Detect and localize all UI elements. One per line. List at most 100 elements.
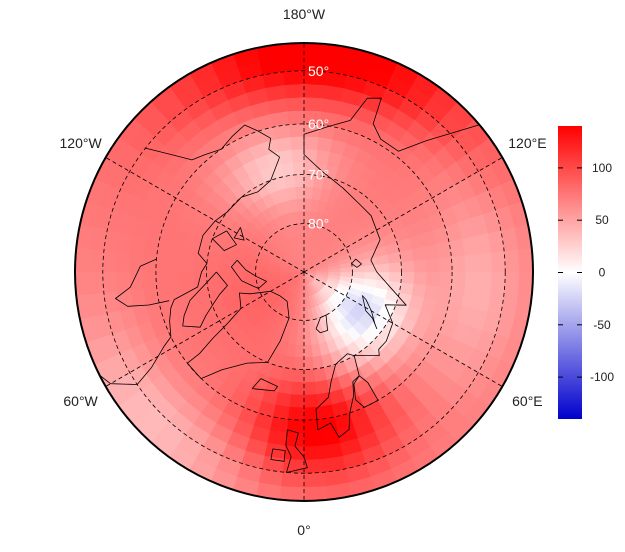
field-cell [303, 485, 329, 501]
field-cell [129, 253, 145, 273]
coastline [303, 97, 480, 356]
field-cell [351, 271, 365, 279]
field-cell [438, 271, 453, 288]
field-cell [142, 271, 158, 290]
longitude-labels: 180°W 120°E 60°E 0° 60°W 120°W [60, 6, 547, 538]
field-cell [413, 271, 427, 286]
field-cell [169, 243, 185, 260]
field-cell [438, 256, 453, 273]
field-cell [303, 471, 327, 488]
colorbar-tick-label: 50 [595, 213, 609, 227]
field-cell [286, 110, 305, 126]
longitude-label: 180°W [283, 6, 326, 22]
field-cell [102, 271, 118, 294]
field-cell [278, 499, 305, 501]
field-cell [292, 161, 305, 176]
field-cell [293, 356, 305, 370]
field-cell [463, 253, 479, 273]
field-cell [292, 368, 305, 383]
field-cell [303, 43, 329, 59]
field-cell [303, 136, 319, 151]
field-cell [303, 83, 324, 99]
field-cell [270, 416, 289, 433]
field-cell [289, 136, 305, 151]
field-cell [315, 149, 330, 165]
field-cell [284, 83, 305, 99]
field-cell [531, 246, 533, 273]
field-cell [303, 198, 312, 213]
field-cell [503, 249, 520, 273]
field-cell [288, 123, 305, 138]
latitude-circle [102, 70, 506, 474]
colorbar-tick-label: 0 [599, 266, 606, 280]
field-cell [303, 97, 323, 113]
field-cell [463, 271, 479, 291]
field-cell [400, 271, 415, 284]
longitude-label: 120°E [508, 135, 546, 151]
coastline [182, 271, 228, 328]
field-cell [316, 137, 333, 153]
field-cell [303, 368, 316, 383]
latitude-label: 80° [308, 216, 329, 232]
field-cell [75, 271, 91, 297]
coastline [231, 259, 267, 289]
longitude-label: 60°W [63, 393, 98, 409]
field-cell [425, 257, 440, 273]
colorbar-ticks: 100 50 0 -50 -100 [558, 161, 614, 384]
meridian-line [105, 157, 305, 273]
latitude-circle [206, 174, 402, 370]
field-cell [290, 149, 305, 163]
map-border [74, 42, 534, 502]
field-cell [425, 271, 440, 287]
field-cell [194, 248, 209, 263]
field-cell [285, 431, 305, 447]
field-cell [168, 257, 183, 273]
coastline [233, 227, 245, 241]
field-cell [115, 252, 131, 273]
field-cell [142, 254, 158, 273]
field-cell [477, 271, 493, 292]
field-cell [168, 271, 183, 287]
field-cell [155, 271, 170, 288]
coastline [251, 378, 278, 392]
coastline [187, 290, 290, 379]
coastline [212, 230, 237, 251]
field-cell [303, 431, 323, 447]
field-cell [278, 43, 305, 45]
latitude-label: 60° [308, 116, 329, 132]
longitude-label: 0° [297, 522, 310, 538]
coastline [362, 295, 378, 330]
field-cell [303, 43, 330, 45]
field-cell [143, 287, 160, 306]
coastline [315, 314, 328, 334]
latitude-label: 70° [308, 167, 329, 183]
field-cell [181, 271, 195, 286]
field-cell [490, 271, 506, 294]
field-cell [282, 70, 305, 86]
field-cell [399, 281, 414, 296]
field-cell [88, 249, 105, 273]
field-cell [448, 287, 465, 306]
colorbar-tick-label: 100 [592, 161, 612, 175]
field-cell [297, 319, 305, 333]
field-cell [181, 258, 195, 273]
field-cell [281, 471, 305, 488]
meridian-line [303, 271, 503, 387]
field-cell [388, 261, 402, 273]
field-cell [285, 97, 305, 113]
coastline [351, 258, 362, 268]
field-cell [294, 344, 305, 358]
field-cell [303, 499, 330, 501]
field-cell [279, 43, 305, 59]
colorbar-tick-label: -100 [590, 370, 614, 384]
field-cell [280, 367, 295, 382]
field-cell [517, 271, 533, 297]
field-cell [75, 271, 77, 298]
field-cell [413, 258, 427, 273]
field-cell [303, 393, 319, 408]
coastlines [75, 97, 480, 473]
coastline [75, 156, 280, 385]
field-cell [281, 56, 305, 73]
field-cell [503, 271, 520, 295]
latitude-circle [255, 223, 353, 321]
